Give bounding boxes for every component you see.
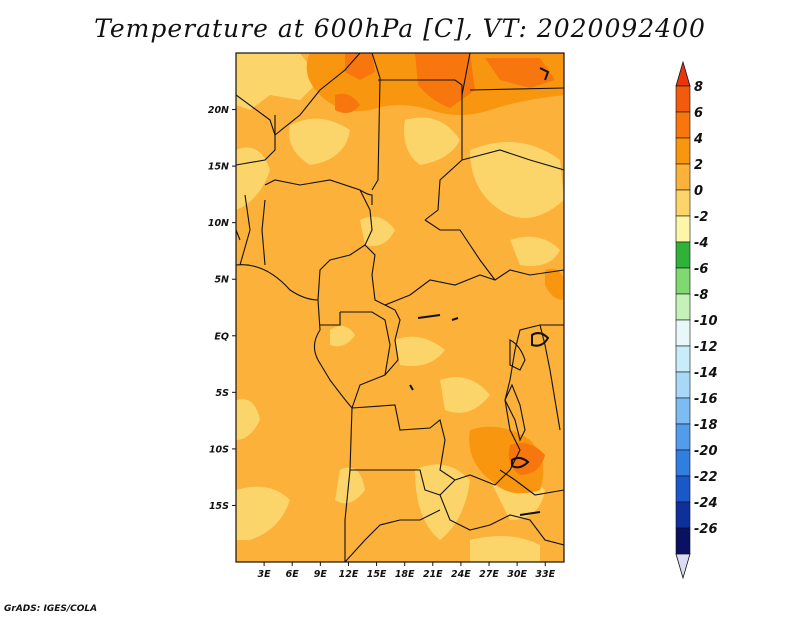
lon-tick-label: 6E (286, 569, 300, 580)
temperature-field (236, 53, 564, 562)
colorbar-swatch (675, 501, 691, 529)
colorbar-swatch (675, 163, 691, 191)
lat-tick-label: 5S (216, 388, 230, 399)
colorbar-label: -6 (694, 262, 708, 277)
colorbar-swatch (675, 449, 691, 477)
lon-tick-label: 30E (507, 569, 527, 580)
lon-tick-label: 24E (451, 569, 471, 580)
cool-patches (236, 53, 564, 562)
colorbar-label: -22 (694, 470, 718, 485)
colorbar-swatch (675, 345, 691, 373)
colorbar-label: -10 (694, 314, 718, 329)
lon-tick-label: 15E (367, 569, 387, 580)
colorbar-label: -12 (694, 340, 718, 355)
lon-tick-label: 18E (395, 569, 415, 580)
colorbar-label: 6 (694, 106, 703, 121)
lon-tick-label: 27E (479, 569, 499, 580)
chart-title: Temperature at 600hPa [C], VT: 202009240… (94, 14, 706, 43)
colorbar-label: 0 (694, 184, 703, 199)
lat-tick-label: 20N (208, 105, 229, 116)
lat-tick-label: 10N (208, 218, 229, 229)
colorbar-bottom-arrow (675, 553, 691, 580)
colorbar-swatch (675, 397, 691, 425)
colorbar-swatch (675, 423, 691, 451)
colorbar-swatch (675, 215, 691, 243)
lat-tick-label: 10S (209, 444, 229, 455)
colorbar-swatch (675, 527, 691, 555)
lon-tick-label: 12E (339, 569, 359, 580)
lat-tick-label: 15S (209, 501, 229, 512)
colorbar-label: -16 (694, 392, 718, 407)
colorbar-swatch (675, 241, 691, 269)
grads-credit: GrADS: IGES/COLA (4, 604, 98, 614)
colorbar-swatch (675, 293, 691, 321)
colorbar-label: 4 (693, 132, 703, 147)
lat-tick-label: EQ (214, 331, 229, 342)
lat-tick-label: 15N (208, 162, 229, 173)
colorbar: 8 6 4 2 0 -2 -4 -6 -8 -10 -12 -14 -16 -18 -20 -22 -24 -26 (675, 60, 718, 580)
lon-tick-label: 3E (258, 569, 272, 580)
lat-tick-label: 5N (214, 275, 229, 286)
colorbar-top-arrow (675, 60, 691, 87)
lon-tick-label: 21E (423, 569, 443, 580)
lon-tick-label: 33E (535, 569, 555, 580)
longitude-axis: 3E 6E 9E 12E 15E 18E 21E 24E 27E 30E 33E (258, 562, 556, 580)
lon-tick-label: 9E (314, 569, 328, 580)
colorbar-swatch (675, 267, 691, 295)
colorbar-label: -24 (694, 496, 718, 511)
colorbar-label: -4 (694, 236, 708, 251)
map-frame (235, 52, 565, 563)
lakes (409, 67, 550, 516)
colorbar-label: -20 (694, 444, 718, 459)
colorbar-swatch (675, 319, 691, 347)
colorbar-label: -2 (694, 210, 708, 225)
colorbar-swatch (675, 111, 691, 139)
colorbar-swatch (675, 475, 691, 503)
colorbar-label: -26 (694, 522, 718, 537)
colorbar-label: -14 (694, 366, 718, 381)
colorbar-swatch (675, 189, 691, 217)
colorbar-label: -8 (694, 288, 708, 303)
colorbar-label: -18 (694, 418, 718, 433)
colorbar-swatch (675, 137, 691, 165)
colorbar-swatch (675, 85, 691, 113)
colorbar-swatch (675, 371, 691, 399)
country-borders (236, 53, 564, 562)
latitude-axis: 20N 15N 10N 5N EQ 5S 10S 15S (208, 105, 236, 512)
colorbar-label: 8 (694, 80, 703, 95)
colorbar-label: 2 (694, 158, 703, 173)
